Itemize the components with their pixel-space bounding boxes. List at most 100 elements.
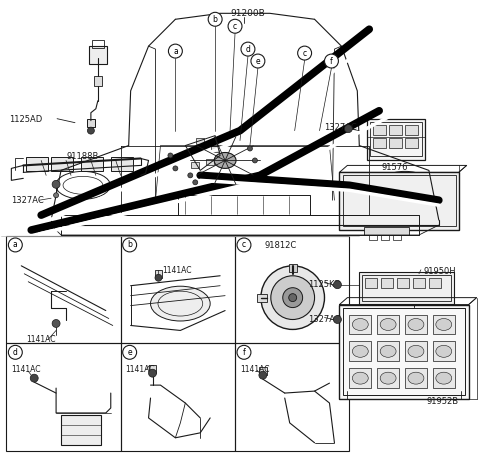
- Bar: [381, 278, 393, 288]
- Circle shape: [271, 276, 314, 320]
- Text: c: c: [233, 22, 237, 31]
- Circle shape: [248, 146, 252, 151]
- Bar: [51, 158, 73, 171]
- Bar: [339, 172, 459, 230]
- Ellipse shape: [380, 319, 396, 330]
- Bar: [196, 137, 204, 143]
- Text: c: c: [242, 240, 246, 249]
- Text: 91576: 91576: [381, 163, 408, 172]
- Circle shape: [173, 166, 178, 171]
- Bar: [389, 125, 402, 135]
- Circle shape: [30, 374, 38, 382]
- Circle shape: [54, 193, 59, 198]
- Text: 1125AD: 1125AD: [10, 115, 43, 124]
- Circle shape: [252, 158, 257, 163]
- Bar: [405, 341, 427, 361]
- Bar: [89, 46, 107, 64]
- Bar: [367, 118, 425, 160]
- Bar: [148, 365, 156, 373]
- Bar: [155, 270, 162, 278]
- Circle shape: [241, 42, 255, 56]
- Bar: [81, 158, 103, 171]
- Circle shape: [324, 54, 338, 68]
- Text: b: b: [213, 15, 217, 24]
- Bar: [381, 235, 389, 240]
- Text: d: d: [13, 348, 18, 357]
- Bar: [192, 162, 199, 169]
- Bar: [343, 176, 456, 226]
- Bar: [393, 235, 401, 240]
- Text: 91952B: 91952B: [427, 397, 459, 406]
- Ellipse shape: [352, 372, 368, 384]
- Text: 1327AC: 1327AC: [324, 123, 357, 132]
- Bar: [94, 76, 102, 86]
- Bar: [343, 308, 465, 395]
- Circle shape: [148, 369, 156, 377]
- Bar: [26, 158, 48, 171]
- Bar: [377, 314, 399, 335]
- Circle shape: [155, 274, 162, 281]
- Bar: [259, 367, 267, 375]
- Bar: [92, 40, 104, 48]
- Text: b: b: [127, 240, 132, 249]
- Circle shape: [283, 288, 302, 308]
- Bar: [389, 137, 402, 148]
- Ellipse shape: [408, 372, 424, 384]
- Bar: [429, 278, 441, 288]
- Bar: [87, 118, 95, 126]
- Bar: [433, 341, 455, 361]
- Circle shape: [123, 238, 137, 252]
- Ellipse shape: [436, 346, 452, 357]
- Circle shape: [168, 153, 173, 158]
- Text: f: f: [242, 348, 245, 357]
- Bar: [373, 137, 386, 148]
- Bar: [405, 137, 418, 148]
- Bar: [235, 343, 349, 451]
- Bar: [433, 314, 455, 335]
- Bar: [349, 314, 371, 335]
- Ellipse shape: [352, 319, 368, 330]
- Bar: [360, 272, 454, 303]
- Circle shape: [52, 180, 60, 188]
- Bar: [364, 227, 409, 235]
- Text: a: a: [173, 47, 178, 56]
- Circle shape: [228, 19, 242, 33]
- Circle shape: [261, 266, 324, 329]
- Bar: [120, 343, 235, 451]
- Bar: [349, 368, 371, 388]
- Bar: [211, 145, 219, 152]
- Ellipse shape: [352, 346, 368, 357]
- Ellipse shape: [380, 346, 396, 357]
- Bar: [349, 341, 371, 361]
- Text: c: c: [302, 49, 307, 58]
- Bar: [365, 278, 377, 288]
- Ellipse shape: [214, 152, 236, 169]
- Text: a: a: [13, 240, 18, 249]
- Ellipse shape: [151, 286, 210, 321]
- Circle shape: [288, 294, 297, 302]
- Circle shape: [251, 54, 265, 68]
- Circle shape: [193, 180, 198, 185]
- Circle shape: [208, 12, 222, 26]
- Circle shape: [123, 346, 137, 359]
- Bar: [413, 278, 425, 288]
- Bar: [377, 341, 399, 361]
- Bar: [405, 314, 427, 335]
- Bar: [373, 125, 386, 135]
- Bar: [370, 122, 422, 157]
- Text: 91200B: 91200B: [230, 9, 265, 18]
- Bar: [397, 278, 409, 288]
- Text: 1125KD: 1125KD: [308, 280, 341, 289]
- Circle shape: [8, 238, 22, 252]
- Circle shape: [334, 281, 341, 289]
- Text: d: d: [245, 45, 251, 54]
- Circle shape: [52, 320, 60, 328]
- Bar: [369, 235, 377, 240]
- Ellipse shape: [436, 319, 452, 330]
- Bar: [405, 125, 418, 135]
- Circle shape: [259, 371, 267, 379]
- Circle shape: [334, 315, 341, 323]
- Bar: [257, 294, 267, 302]
- Circle shape: [8, 346, 22, 359]
- Bar: [6, 236, 120, 343]
